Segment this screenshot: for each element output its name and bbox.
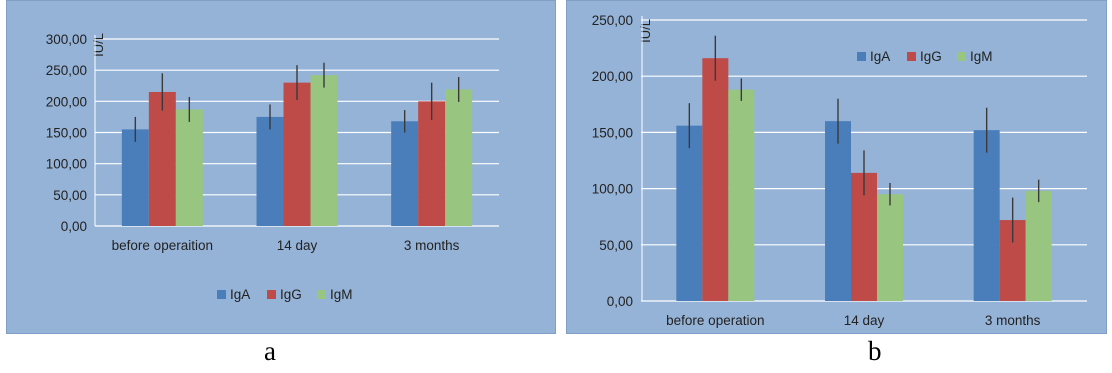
y-tick-label: 250,00 xyxy=(46,63,87,78)
bar-igm xyxy=(310,75,338,226)
legend-label-iga: IgA xyxy=(870,49,890,64)
bar-iga xyxy=(676,125,703,301)
legend-label-igg: IgG xyxy=(280,287,302,302)
chart-b-svg: 0,00 50,00 100,00 150,00 200,00 250,00 IU/L bef… xyxy=(592,13,1087,328)
y-tick-label: 100,00 xyxy=(592,182,633,197)
legend-label-igg: IgG xyxy=(920,49,942,64)
y-tick-label: 50,00 xyxy=(599,238,633,253)
bar-iga xyxy=(825,121,851,301)
bar-igm xyxy=(1025,190,1052,301)
chart-panel-b: 0,00 50,00 100,00 150,00 200,00 250,00 IU/L bef… xyxy=(566,0,1107,334)
y-tick-label: 50,00 xyxy=(53,188,87,203)
bar-igg xyxy=(148,91,176,226)
legend-swatch-igg xyxy=(907,52,916,61)
x-tick-label: 14 day xyxy=(277,238,318,253)
x-tick-label: 3 months xyxy=(404,238,460,253)
y-tick-label: 100,00 xyxy=(46,157,87,172)
x-tick-label: before operaition xyxy=(112,238,213,253)
y-tick-label: 300,00 xyxy=(46,32,87,47)
bar-iga xyxy=(391,121,419,226)
panel-label-a: a xyxy=(264,336,276,366)
legend-label-iga: IgA xyxy=(230,287,250,302)
panel-label-b: b xyxy=(868,336,882,366)
y-tick-label: 200,00 xyxy=(592,69,633,84)
y-axis-label: IU/L xyxy=(91,33,106,57)
chart-a-svg: 0,00 50,00 100,00 150,00 200,00 250,00 300,00 I… xyxy=(46,32,499,302)
legend-swatch-iga xyxy=(857,52,866,61)
y-tick-label: 250,00 xyxy=(592,13,633,28)
bar-igg xyxy=(702,58,729,301)
legend-swatch-igm xyxy=(957,52,966,61)
y-tick-label: 150,00 xyxy=(592,125,633,140)
legend-swatch-igg xyxy=(267,290,276,299)
bar-igm xyxy=(445,89,473,227)
bar-igg xyxy=(283,82,311,226)
y-tick-label: 0,00 xyxy=(61,219,87,234)
bar-iga xyxy=(121,129,149,226)
y-tick-label: 150,00 xyxy=(46,126,87,141)
legend-swatch-igm xyxy=(317,290,326,299)
x-tick-label: before operation xyxy=(666,313,764,328)
bar-iga xyxy=(256,116,284,226)
x-tick-label: 3 months xyxy=(985,313,1041,328)
bar-igg xyxy=(418,101,446,226)
bar-igm xyxy=(728,89,755,301)
bar-igm xyxy=(175,109,203,226)
legend-swatch-iga xyxy=(217,290,226,299)
legend-label-igm: IgM xyxy=(330,287,353,302)
bar-iga xyxy=(973,130,1000,301)
y-tick-label: 200,00 xyxy=(46,94,87,109)
bar-igm xyxy=(877,194,903,301)
y-axis-label: IU/L xyxy=(638,19,653,43)
y-tick-label: 0,00 xyxy=(607,294,633,309)
x-tick-label: 14 day xyxy=(844,313,885,328)
chart-panel-a: 0,00 50,00 100,00 150,00 200,00 250,00 300,00 I… xyxy=(6,0,556,334)
legend-label-igm: IgM xyxy=(970,49,993,64)
